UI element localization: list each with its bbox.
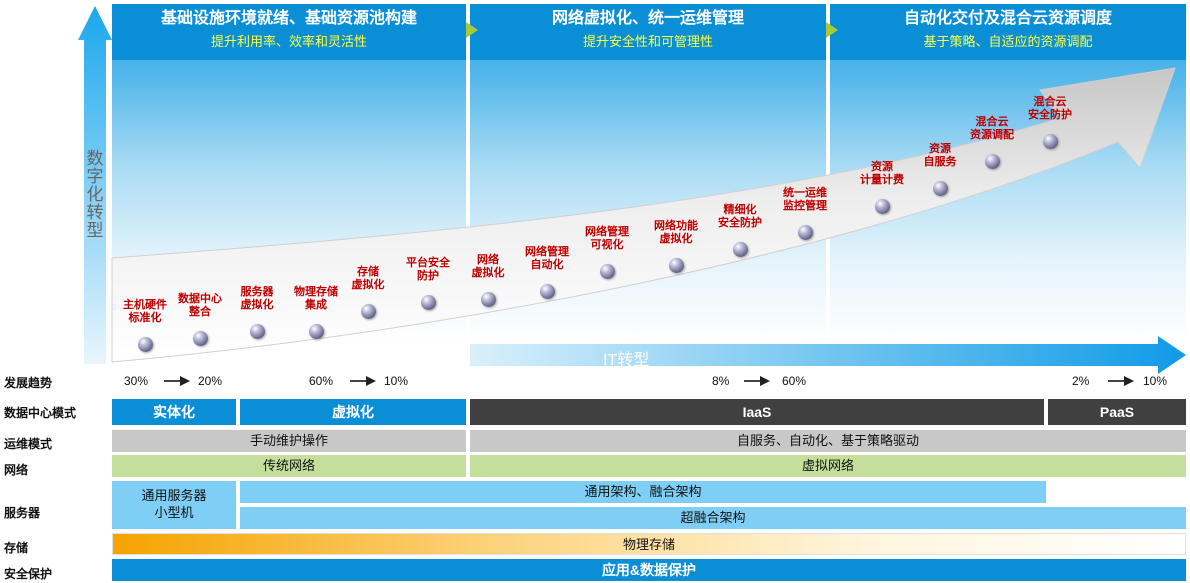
trend-to: 60% (782, 374, 807, 388)
server-general-minicomputer: 通用服务器 小型机 (112, 481, 236, 529)
arrow-right-icon (744, 376, 770, 386)
milestone-marker (138, 337, 153, 352)
milestone-label: 物理存储 集成 (294, 286, 338, 311)
vertical-axis-label: 数字化转型 (86, 149, 104, 240)
dc-mode-virtualized: 虚拟化 (240, 399, 466, 425)
storage-physical: 物理存储 (112, 533, 1186, 555)
trend-from: 2% (1072, 374, 1090, 388)
chevron-right-icon (466, 22, 478, 38)
milestone-label: 网络管理 自动化 (525, 246, 569, 271)
phase-divider (466, 4, 470, 342)
trend-from: 60% (309, 374, 334, 388)
horizontal-axis-label: IT转型 (603, 352, 650, 369)
milestone-marker (481, 292, 496, 307)
trend-to: 10% (384, 374, 409, 388)
dc-mode-paas: PaaS (1048, 399, 1186, 425)
phase-header-2: 网络虚拟化、统一运维管理 提升安全性和可管理性 (470, 4, 826, 60)
dc-mode-physical: 实体化 (112, 399, 236, 425)
milestone-label: 数据中心 整合 (178, 293, 222, 318)
phase-title: 网络虚拟化、统一运维管理 (551, 10, 744, 27)
milestone-marker (875, 199, 890, 214)
phase-header-1: 基础设施环境就绪、基础资源池构建 提升利用率、效率和灵活性 (112, 4, 466, 60)
phase-title: 自动化交付及混合云资源调度 (903, 10, 1112, 27)
milestone-label: 混合云 资源调配 (970, 116, 1014, 141)
chevron-right-icon (826, 22, 838, 38)
network-virtual: 虚拟网络 (470, 455, 1186, 477)
dc-mode-iaas: IaaS (470, 399, 1044, 425)
arrow-right-icon (1108, 376, 1134, 386)
milestone-marker (985, 154, 1000, 169)
row-label-storage: 存储 (4, 541, 29, 555)
phase-header-3: 自动化交付及混合云资源调度 基于策略、自适应的资源调配 (830, 4, 1186, 60)
row-label-dc-mode: 数据中心模式 (4, 406, 77, 420)
phase-divider (826, 4, 830, 342)
milestone-label: 网络功能 虚拟化 (654, 220, 698, 245)
milestone-marker (309, 324, 324, 339)
milestone-label: 平台安全 防护 (406, 257, 450, 282)
milestone-marker (421, 295, 436, 310)
growth-arrow (111, 67, 1176, 363)
milestone-marker (669, 258, 684, 273)
ops-mode-automated: 自服务、自动化、基于策略驱动 (470, 430, 1186, 452)
milestone-marker (733, 242, 748, 257)
network-traditional: 传统网络 (112, 455, 466, 477)
horizontal-axis-arrow (470, 336, 1186, 374)
milestone-marker (193, 331, 208, 346)
milestone-label: 资源 自服务 (923, 143, 957, 168)
milestone-marker (361, 304, 376, 319)
trend-from: 30% (124, 374, 149, 388)
trend-to: 10% (1143, 374, 1168, 388)
milestone-label: 主机硬件 标准化 (123, 299, 167, 324)
phase-subtitle: 提升利用率、效率和灵活性 (210, 34, 367, 49)
trend-from: 8% (712, 374, 730, 388)
transformation-diagram (78, 6, 1186, 374)
ops-mode-manual: 手动维护操作 (112, 430, 466, 452)
milestone-marker (798, 225, 813, 240)
row-label-ops-mode: 运维模式 (4, 437, 53, 451)
milestone-marker (1043, 134, 1058, 149)
milestone-label: 网络 虚拟化 (471, 254, 505, 279)
milestone-label: 精细化 安全防护 (718, 204, 762, 229)
server-converged: 通用架构、融合架构 (240, 481, 1046, 503)
row-label-server: 服务器 (4, 506, 41, 520)
arrow-right-icon (164, 376, 190, 386)
milestone-label: 统一运维 监控管理 (783, 187, 827, 212)
phase-title: 基础设施环境就绪、基础资源池构建 (160, 10, 417, 27)
vertical-axis-arrow (78, 6, 112, 364)
phase-subtitle: 提升安全性和可管理性 (582, 34, 713, 49)
milestone-label: 资源 计量计费 (860, 161, 904, 186)
milestone-label: 服务器 虚拟化 (240, 286, 274, 311)
milestone-marker (600, 264, 615, 279)
arrow-right-icon (350, 376, 376, 386)
row-label-trend: 发展趋势 (4, 376, 53, 390)
milestone-label: 网络管理 可视化 (585, 226, 629, 251)
row-label-security: 安全保护 (4, 567, 53, 581)
milestone-label: 存储 虚拟化 (351, 266, 385, 291)
server-hyperconverged: 超融合架构 (240, 507, 1186, 529)
milestone-marker (250, 324, 265, 339)
phase-subtitle: 基于策略、自适应的资源调配 (923, 34, 1093, 49)
trend-to: 20% (198, 374, 223, 388)
security-app-data: 应用&数据保护 (112, 559, 1186, 581)
row-label-network: 网络 (4, 463, 29, 477)
milestone-marker (540, 284, 555, 299)
milestone-label: 混合云 安全防护 (1028, 96, 1072, 121)
milestone-marker (933, 181, 948, 196)
